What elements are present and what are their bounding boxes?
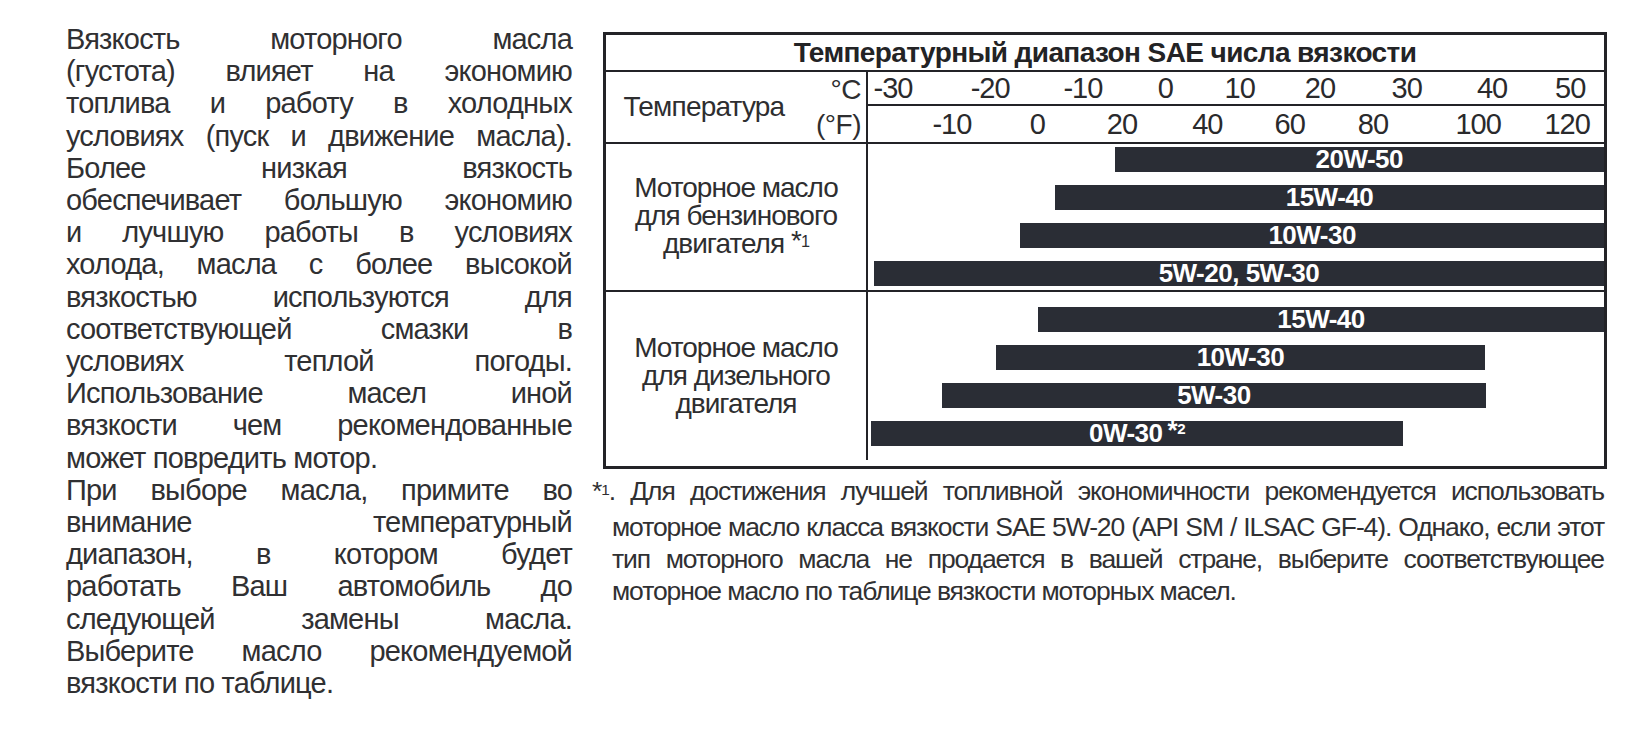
bar-label: 5W-20, 5W-30 (1159, 258, 1320, 289)
viscosity-bar: 5W-30 (942, 383, 1487, 408)
footnote-line: *1. Для достижения лучшей топливной экон… (592, 475, 1604, 511)
viscosity-bar: 5W-20, 5W-30 (874, 261, 1604, 286)
text-line: условиях теплой погоды. (66, 345, 572, 377)
footnote: *1. Для достижения лучшей топливной экон… (592, 475, 1604, 607)
section-label-line: для бензинового (635, 202, 837, 230)
text-line: и лучшую работы в условиях (66, 216, 572, 248)
celsius-tick: 0 (1158, 71, 1173, 105)
asterisk-marker: * (592, 476, 601, 506)
bar-label: 20W-50 (1316, 144, 1404, 175)
text-line: Более низкая вязкость (66, 152, 572, 184)
text-line: обеспечивает большую экономию (66, 184, 572, 216)
fahrenheit-scale: -10 0 20 40 60 80 100 120 (868, 106, 1604, 142)
table-title: Температурный диапазон SAE числа вязкост… (606, 35, 1604, 72)
text-line: диапазон, в котором будет (66, 538, 572, 570)
bar-label: 0W-30 (1089, 418, 1163, 449)
text-line: вязкости по таблице. (66, 667, 572, 699)
asterisk-marker: * (791, 225, 801, 256)
text-line: может повредить мотор. (66, 442, 572, 474)
celsius-tick: 10 (1225, 71, 1255, 105)
engine-section-diesel: Моторное маслодля дизельногодвигателя15W… (606, 292, 1604, 460)
marker-number: 1 (801, 232, 809, 250)
fahrenheit-tick: 60 (1275, 107, 1305, 141)
celsius-tick: 30 (1392, 71, 1422, 105)
text-line: работать Ваш автомобиль до (66, 570, 572, 602)
engine-section-gasoline: Моторное маслодля бензиновогодвигателя*1… (606, 144, 1604, 292)
paragraph: При выборе масла, примите вовнимание тем… (66, 474, 572, 699)
text-line: условиях (пуск и движение масла). (66, 120, 572, 152)
text-line: Вязкость моторного масла (66, 23, 572, 55)
viscosity-bar: 10W-30 (1020, 223, 1604, 248)
text-line: холода, масла с более высокой (66, 248, 572, 280)
sections-container: Моторное маслодля бензиновогодвигателя*1… (606, 144, 1604, 460)
text-line: (густота) влияет на экономию (66, 55, 572, 87)
section-label-line: двигателя (675, 390, 796, 418)
section-label-line: для дизельного (642, 362, 830, 390)
unit-celsius: °C (802, 72, 866, 107)
text-line: следующей замены масла. (66, 603, 572, 635)
bar-label: 15W-40 (1277, 304, 1365, 335)
bar-label: 10W-30 (1197, 342, 1285, 373)
bar-label: 5W-30 (1177, 380, 1251, 411)
page: Вязкость моторного масла(густота) влияет… (0, 0, 1648, 739)
celsius-scale: -30 -20 -10 0 10 20 30 40 50 (868, 72, 1604, 106)
section-label: Моторное маслодля дизельногодвигателя (606, 292, 868, 460)
fahrenheit-tick: 0 (1030, 107, 1045, 141)
text-line: вязкости чем рекомендованные (66, 409, 572, 441)
fahrenheit-tick: 120 (1544, 107, 1589, 141)
viscosity-bar: 10W-30 (996, 345, 1485, 370)
fahrenheit-tick: 80 (1358, 107, 1388, 141)
fahrenheit-tick: -10 (932, 107, 971, 141)
text-line: внимание температурный (66, 506, 572, 538)
asterisk-marker: * (1168, 415, 1178, 446)
bar-label: 10W-30 (1268, 220, 1356, 251)
temperature-header-cell: Температура °C (°F) (606, 72, 868, 142)
left-text-block: Вязкость моторного масла(густота) влияет… (66, 23, 572, 699)
celsius-tick: 20 (1305, 71, 1335, 105)
section-label: Моторное маслодля бензиновогодвигателя*1 (606, 144, 868, 290)
celsius-tick: -20 (971, 71, 1010, 105)
celsius-tick: -30 (874, 71, 913, 105)
text-line: вязкостью используются для (66, 281, 572, 313)
text-line: соответствующей смазки в (66, 313, 572, 345)
text-line: При выборе масла, примите во (66, 474, 572, 506)
bars-area: 20W-50 15W-40 10W-30 5W-20, 5W-30 (868, 144, 1604, 290)
section-label-line: двигателя*1 (663, 230, 809, 261)
paragraph: Вязкость моторного масла(густота) влияет… (66, 23, 572, 474)
viscosity-table: Температурный диапазон SAE числа вязкост… (603, 32, 1607, 469)
temperature-scale: -30-20-1001020304050 -10020406080100120 (868, 72, 1604, 142)
text-line: топлива и работу в холодных (66, 87, 572, 119)
marker-number: 2 (1177, 420, 1185, 437)
viscosity-bar: 15W-40 (1038, 307, 1604, 332)
marker-number: 1 (601, 481, 608, 498)
temperature-units: °C (°F) (802, 72, 866, 142)
unit-fahrenheit: (°F) (802, 107, 866, 142)
fahrenheit-tick: 20 (1107, 107, 1137, 141)
celsius-tick: 50 (1555, 71, 1585, 105)
text-line: Использование масел иной (66, 377, 572, 409)
bars-area: 15W-40 10W-30 5W-30 0W-30*2 (868, 292, 1604, 460)
fahrenheit-tick: 40 (1192, 107, 1222, 141)
footnote-line: моторное масло класса вязкости SAE 5W-20… (592, 511, 1604, 543)
viscosity-bar: 0W-30*2 (871, 421, 1403, 446)
fahrenheit-tick: 100 (1455, 107, 1500, 141)
bar-label: 15W-40 (1286, 182, 1374, 213)
celsius-tick: 40 (1477, 71, 1507, 105)
temperature-row: Температура °C (°F) -30-20-1001020304050… (606, 72, 1604, 144)
viscosity-bar: 15W-40 (1055, 185, 1604, 210)
celsius-tick: -10 (1063, 71, 1102, 105)
section-label-line: Моторное масло (634, 334, 838, 362)
footnote-line: тип моторного масла не продается в вашей… (592, 543, 1604, 575)
section-label-line: Моторное масло (634, 174, 838, 202)
footnote-line: моторное масло по таблице вязкости мотор… (592, 575, 1604, 607)
text-line: Выберите масло рекомендуемой (66, 635, 572, 667)
viscosity-bar: 20W-50 (1115, 147, 1604, 172)
temperature-label: Температура (606, 72, 802, 142)
